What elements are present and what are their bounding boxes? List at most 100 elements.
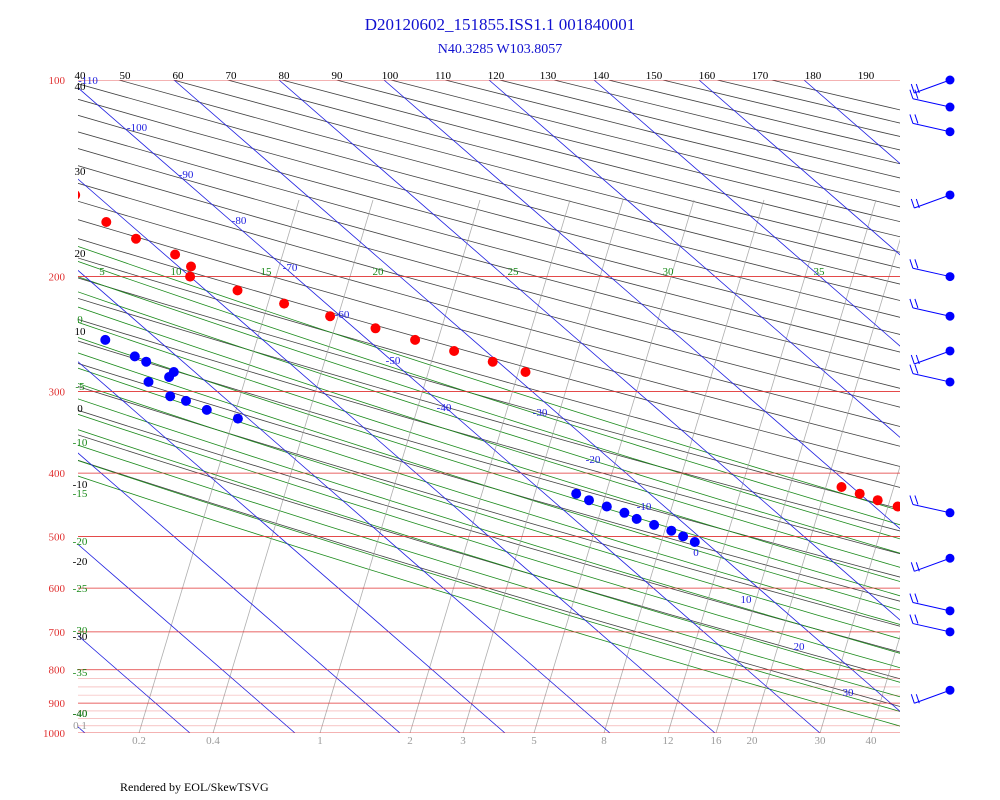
wind-barb-flag — [909, 298, 914, 309]
moist-adiabat-label: 15 — [261, 266, 273, 278]
theta-side-label: 10 — [75, 326, 87, 338]
moist-adiabat-label: 30 — [663, 266, 675, 278]
theta-tick-label: 130 — [540, 70, 557, 82]
moist-adiabat — [78, 383, 900, 640]
wind-barb-flag — [914, 593, 919, 603]
wind-barb-flag — [910, 354, 915, 365]
temperature-point — [36, 160, 46, 170]
temperature-point — [78, 190, 81, 200]
mixing-ratio-label: 12 — [663, 735, 674, 747]
dry-adiabat — [78, 363, 900, 602]
temperature-point — [279, 298, 290, 309]
dewpoint-point — [143, 376, 154, 387]
isotherm — [383, 80, 900, 530]
chart-subtitle: N40.3285 W103.8057 — [437, 42, 563, 57]
dry-adiabat — [78, 200, 900, 427]
dry-adiabat — [227, 80, 900, 253]
temperature-point — [872, 495, 883, 506]
mixing-ratio-label: 5 — [531, 735, 537, 747]
moist-adiabat — [78, 475, 900, 727]
temperature-point — [930, 514, 940, 524]
theta-side-label: 40 — [75, 81, 87, 93]
mixing-ratio-line — [715, 199, 877, 733]
temperature-point — [836, 482, 847, 492]
isotherm-label: -80 — [232, 215, 247, 227]
diagram-grid — [78, 80, 1000, 733]
wind-barb-flag — [910, 83, 915, 94]
wind-barb-staff — [912, 98, 951, 108]
moist-adiabat — [78, 291, 900, 554]
wind-barb-flag — [914, 89, 919, 99]
mixing-ratio-label: 0.2 — [132, 735, 146, 747]
mixing-ratio-label: 40 — [866, 735, 878, 747]
dry-adiabat — [281, 80, 900, 238]
pressure-tick-label: 700 — [49, 627, 66, 639]
temperature-point — [101, 217, 112, 227]
mixing-ratio-line — [138, 199, 300, 733]
theta-tick-label: 170 — [752, 70, 769, 82]
isotherm-label: -30 — [533, 407, 548, 419]
isotherm — [78, 178, 716, 733]
temperature-point — [232, 285, 243, 296]
dry-adiabat — [608, 80, 900, 151]
moist-adiabat-label: 0 — [77, 314, 83, 326]
dewpoint-point — [905, 614, 915, 624]
theta-tick-label: 190 — [858, 70, 875, 82]
moist-adiabat-label: -20 — [73, 536, 88, 548]
isotherm-label: -70 — [283, 262, 298, 274]
sounding-series — [0, 160, 995, 645]
dewpoint-point — [619, 507, 630, 518]
theta-side-label: -30 — [73, 631, 88, 643]
dewpoint-point — [584, 495, 594, 506]
dewpoint-point — [17, 285, 27, 295]
isotherm — [909, 80, 1000, 733]
wind-barb-flag — [910, 694, 915, 704]
isotherm — [278, 80, 900, 621]
dewpoint-point — [907, 635, 917, 645]
wind-barb-flag — [909, 89, 914, 99]
theta-side-label: -40 — [73, 708, 88, 720]
dewpoint-point — [0, 272, 1, 282]
dewpoint-point — [141, 356, 152, 367]
moist-adiabat — [78, 352, 900, 611]
isotherm-label: -90 — [179, 169, 194, 181]
mixing-ratio-line — [462, 199, 624, 733]
mixing-ratio-line — [319, 199, 481, 733]
wind-barb-flag — [915, 354, 920, 365]
dry-adiabat — [78, 98, 900, 318]
moist-adiabat — [78, 429, 900, 683]
dry-adiabat — [78, 131, 900, 353]
theta-tick-label: 180 — [805, 70, 822, 82]
wind-barb-staff — [912, 504, 951, 514]
mixing-ratio-label: 0.1 — [73, 720, 87, 732]
moist-adiabat-label: -15 — [73, 488, 88, 500]
wind-barb-flag — [909, 114, 914, 124]
dewpoint-point — [904, 619, 914, 629]
theta-tick-label: 110 — [435, 70, 452, 82]
wind-barb-flag — [910, 562, 915, 572]
wind-barb-staff — [914, 557, 951, 572]
temperature-point — [449, 346, 460, 356]
pressure-tick-label: 800 — [49, 665, 66, 677]
dry-adiabat — [78, 318, 900, 555]
theta-tick-label: 90 — [332, 70, 344, 82]
isotherm-label: -60 — [335, 309, 350, 321]
dewpoint-point — [601, 501, 612, 512]
moist-adiabat — [78, 245, 900, 512]
wind-barb-flag — [910, 198, 915, 209]
mixing-ratio-label: 3 — [460, 735, 466, 747]
dry-adiabat — [78, 386, 900, 627]
temperature-point — [948, 520, 958, 530]
dry-adiabat — [78, 409, 900, 653]
mixing-ratio-line — [409, 199, 571, 733]
temperature-point — [185, 271, 196, 282]
dewpoint-point — [58, 323, 68, 333]
moist-adiabat — [78, 460, 900, 712]
isotherm — [78, 269, 611, 733]
pressure-tick-label: 400 — [49, 468, 66, 480]
temperature-point — [985, 531, 995, 541]
dewpoint-point — [666, 525, 677, 536]
isotherm — [78, 452, 401, 733]
mixing-ratio-label: 2 — [407, 735, 413, 747]
